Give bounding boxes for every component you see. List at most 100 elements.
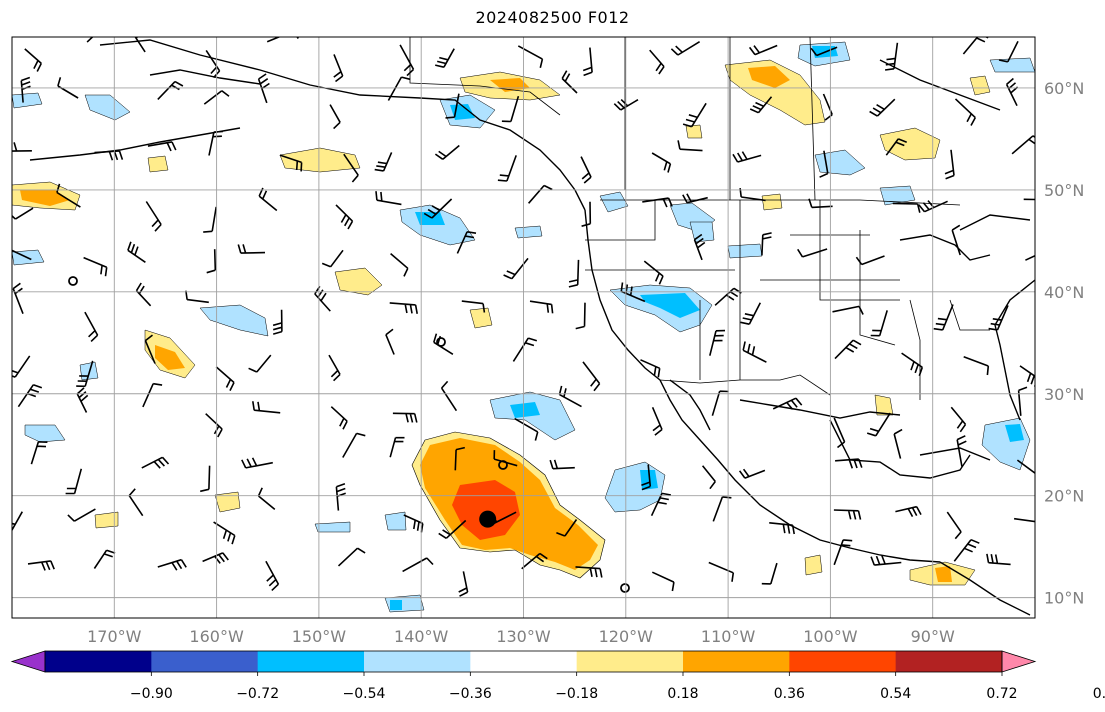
wind-barb <box>314 285 331 312</box>
wind-barb <box>1025 254 1035 261</box>
colorbar-level-label: −0.36 <box>449 686 492 702</box>
wind-barb <box>458 571 469 597</box>
wind-barb <box>330 406 348 430</box>
wind-barb <box>335 482 346 511</box>
wind-barb <box>389 302 418 314</box>
wind-barb <box>17 384 43 408</box>
longitude-label: 130°W <box>496 627 551 646</box>
wind-barb <box>206 249 217 274</box>
wind-barb <box>918 200 948 213</box>
wind-barb <box>954 98 977 126</box>
wind-barbs <box>12 37 1035 597</box>
wind-barb <box>761 562 778 585</box>
wind-barb <box>157 558 187 571</box>
wind-barb <box>403 514 424 533</box>
wind-barb <box>884 42 899 71</box>
wind-barb <box>258 187 278 212</box>
wind-barb <box>93 549 116 569</box>
wind-barb <box>335 204 354 230</box>
wind-barb <box>558 385 582 408</box>
wind-barb <box>329 104 341 130</box>
wind-barb <box>749 96 773 114</box>
wind-barb <box>651 571 675 592</box>
coastlines-and-borders <box>29 39 1035 616</box>
wind-barb <box>438 519 467 539</box>
colorbar-level-label: 0.72 <box>986 686 1017 702</box>
longitude-label: 140°W <box>394 627 449 646</box>
wind-barb <box>819 150 829 178</box>
wind-barb <box>641 464 652 491</box>
wind-barb <box>682 193 708 204</box>
wind-barb <box>568 259 580 288</box>
wind-barb <box>279 154 303 172</box>
wind-barb <box>435 48 455 68</box>
wind-barb <box>390 252 409 277</box>
colorbar-level-label: −0.90 <box>130 686 173 702</box>
wind-barb <box>24 48 43 72</box>
wind-barb <box>895 505 922 517</box>
wind-barb <box>1017 386 1028 416</box>
wind-barb <box>582 361 601 392</box>
wind-barb <box>1016 459 1035 475</box>
wind-barb <box>822 93 833 121</box>
colorbar-segment <box>257 651 365 672</box>
colorbar-extend-low <box>10 650 46 673</box>
wind-barb <box>12 511 23 532</box>
wind-barb <box>1011 135 1035 155</box>
wind-barb <box>337 547 366 567</box>
wind-barb <box>613 99 639 111</box>
wind-barb <box>127 241 146 263</box>
wind-barb <box>67 508 96 522</box>
wind-barb <box>434 144 460 160</box>
wind-barb <box>529 300 554 314</box>
wind-barb <box>866 412 891 437</box>
latitude-label: 30°N <box>1044 385 1084 404</box>
wind-barb <box>134 37 146 53</box>
wind-barb <box>145 201 162 232</box>
wind-barb <box>832 305 864 315</box>
colorbar <box>10 650 1037 673</box>
wind-barb <box>83 256 108 277</box>
wind-barb <box>423 198 453 219</box>
wind-barb <box>12 282 24 314</box>
wind-barb <box>946 511 962 540</box>
wind-barb <box>833 417 846 449</box>
wind-barb <box>213 521 236 545</box>
colorbar-level-label: 0.54 <box>880 686 911 702</box>
map-gridlines <box>12 37 1035 618</box>
wind-barb <box>855 255 885 266</box>
latitude-label: 60°N <box>1044 79 1084 98</box>
wind-barb <box>580 156 592 184</box>
colorbar-labels: −0.90 −0.72 −0.54 −0.36 −0.18 0.18 0.36 0.54 0.7… <box>130 672 1105 702</box>
wind-barb <box>640 359 661 378</box>
wind-barb <box>1019 365 1035 387</box>
wind-barb <box>86 37 94 43</box>
colorbar-frame <box>44 650 1003 673</box>
wind-barb <box>944 149 955 180</box>
wind-barb <box>556 519 578 537</box>
wind-barb <box>1013 517 1035 523</box>
latitude-label: 40°N <box>1044 283 1084 302</box>
wind-barb <box>1005 77 1019 107</box>
colorbar-extend-high <box>1001 650 1037 673</box>
wind-barb <box>693 233 706 261</box>
wind-barb <box>956 435 967 467</box>
colorbar-level-label: −0.54 <box>343 686 386 702</box>
wind-barb <box>241 457 273 469</box>
longitude-label: 120°W <box>599 627 654 646</box>
wind-barb <box>30 441 48 465</box>
wind-barb <box>892 202 921 213</box>
wind-barb <box>808 198 833 209</box>
wind-barb <box>65 468 83 495</box>
wind-barb <box>248 354 272 373</box>
map-frame <box>11 36 1036 619</box>
wind-barb <box>740 302 762 325</box>
colorbar-segment <box>683 651 790 672</box>
wind-barb <box>456 231 477 254</box>
latitude-label: 50°N <box>1044 181 1084 200</box>
wind-barb <box>142 382 163 408</box>
wind-barb <box>933 304 954 331</box>
colorbar-level-label: 0.36 <box>774 686 805 702</box>
wind-barb <box>399 44 415 77</box>
wind-barb <box>328 354 341 382</box>
